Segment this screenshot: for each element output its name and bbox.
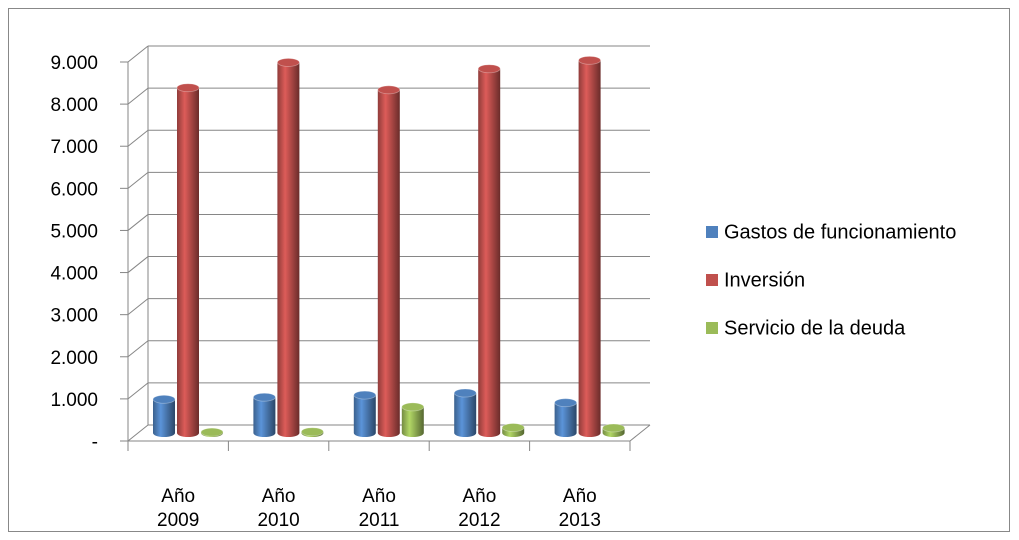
floor-edge [629,424,651,442]
bar-body [478,68,501,437]
bar [578,55,601,438]
bar [353,390,377,437]
bar-body [353,395,376,437]
bar-top [453,388,477,398]
grid-line-depth [127,87,149,105]
bar-top [252,392,276,402]
bar [453,388,477,437]
bar-top [300,427,324,437]
bar-top [501,423,525,432]
legend-label: Gastos de funcionamiento [724,221,956,243]
bar [501,423,525,437]
x-tick-label: Año 2011 [358,486,400,531]
y-tick-label: 4.000 [50,264,98,285]
x-tick-label: Año 2010 [257,486,300,531]
x-tick-label: Año 2009 [157,486,200,531]
legend-swatch [706,226,718,238]
y-tick-label: 2.000 [50,348,98,369]
bar [401,402,425,437]
bar [200,427,224,437]
grid-line-depth [127,424,149,442]
x-tick-label: Año 2013 [558,486,601,531]
bar [276,58,300,438]
bar-top [152,394,176,404]
bar-body [377,89,400,438]
legend-swatch [706,274,718,286]
bar-body [554,402,577,437]
bar [554,398,577,437]
bar [152,394,176,437]
y-tick-label: 3.000 [50,306,98,327]
bar-top [477,64,501,74]
bar-body [454,392,477,437]
grid-line-depth [127,382,149,400]
bar-top [276,58,300,67]
y-tick-label: 6.000 [50,179,98,200]
bar-body [153,399,175,437]
bar-top [200,427,224,437]
bar-top [176,83,200,93]
y-tick-label: 7.000 [50,137,98,158]
bar-body [253,397,276,437]
y-tick-label: 5.000 [50,221,98,242]
grid-line-depth [127,214,149,231]
bar-top [377,85,401,95]
bar-body [177,87,199,437]
bar-top [401,402,425,412]
y-tick-label: 9.000 [50,53,98,74]
grid-line-depth [127,340,149,358]
grid-line-depth [127,298,149,316]
legend-label: Servicio de la deuda [724,317,906,339]
bar [252,392,276,437]
grid-line-depth [127,45,149,63]
grid-line-depth [127,129,149,147]
bar-body [578,60,601,438]
bar-top [353,390,377,400]
bar [602,423,625,437]
grid-line-depth [127,256,149,273]
bar [377,85,401,438]
y-tick-label: - [92,432,98,453]
bar-top [554,398,577,408]
bar [300,427,324,437]
legend-label: Inversión [724,269,805,291]
grid-line-depth [127,171,149,189]
y-tick-label: 1.000 [50,390,98,411]
bar-top [602,423,625,433]
legend-swatch [706,322,718,334]
x-tick-label: Año 2012 [458,486,501,531]
bar-body [401,406,424,437]
y-tick-label: 8.000 [50,95,98,116]
bar [176,83,200,437]
chart-border [8,8,1010,532]
bar-top [578,55,601,65]
bar-body [277,62,300,438]
bar [477,64,501,437]
